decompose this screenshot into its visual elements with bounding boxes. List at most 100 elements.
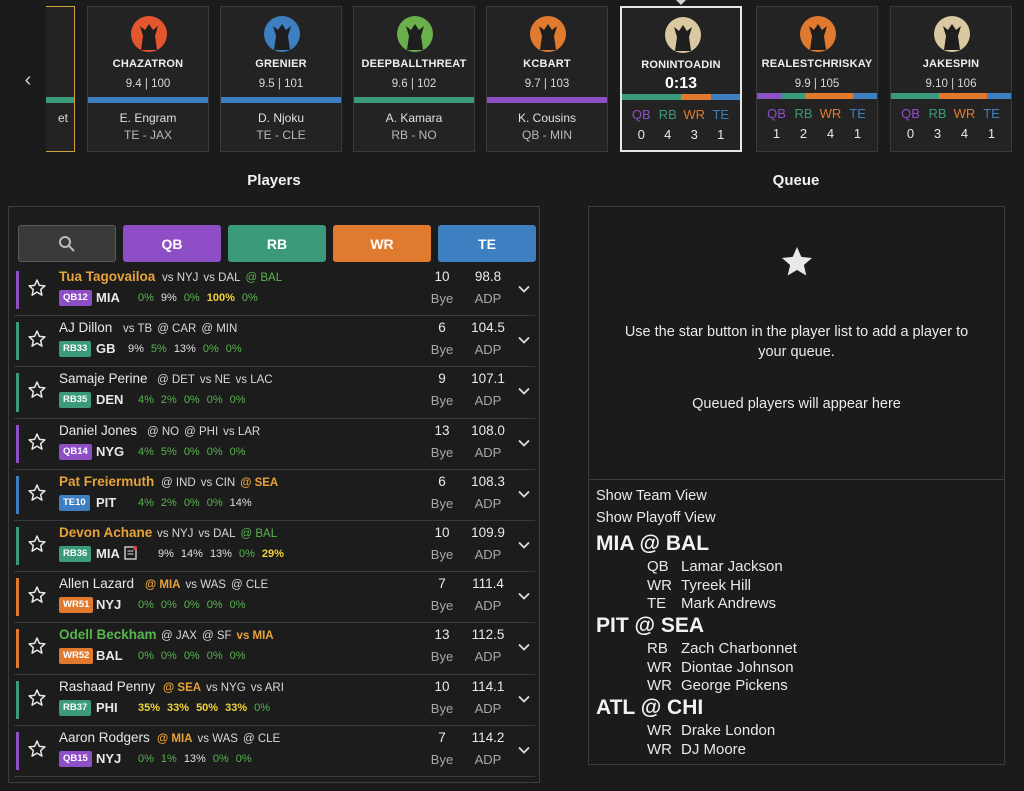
star-icon[interactable] (27, 739, 47, 759)
search-button[interactable] (18, 225, 116, 262)
player-name[interactable]: Pat Freiermuth (59, 473, 155, 489)
matchup: vs WAS (185, 579, 226, 592)
chevron-down-icon[interactable] (517, 640, 531, 654)
percentage: 0% (206, 445, 223, 458)
note-icon[interactable] (124, 545, 137, 560)
stack-position: WR (647, 658, 672, 676)
percentage: 0% (160, 650, 177, 663)
chevron-down-icon[interactable] (517, 384, 531, 398)
show-playoff-view-link[interactable]: Show Playoff View (596, 510, 716, 526)
matchup: @ NO (147, 425, 180, 438)
players-panel: QB RB WR TE Tua Tagovailoa vs NYJ vs DAL @ … (8, 206, 540, 783)
stack-player-row: WR Diontae Johnson (647, 659, 794, 676)
percentage: 13% (183, 752, 206, 765)
percentage: 0% (206, 394, 223, 407)
stack-position: TE (647, 595, 667, 612)
draft-card-partial[interactable]: et (46, 6, 75, 152)
position-rank-badge: WR52 (59, 648, 94, 665)
draft-card-upcoming[interactable]: REALESTCHRISKAY 9.9 | 105 QB 1 RB 2 WR 4 TE 1 (756, 6, 878, 152)
matchup: vs NYG (206, 681, 246, 694)
star-icon[interactable] (27, 534, 47, 554)
player-name[interactable]: Tua Tagovailoa (59, 269, 156, 284)
percentage: 0% (160, 599, 177, 612)
position-label: RB (794, 106, 813, 121)
filter-rb-button[interactable]: RB (228, 225, 326, 262)
player-name[interactable]: Rashaad Penny (59, 678, 156, 694)
chevron-down-icon[interactable] (517, 589, 531, 603)
filter-te-button[interactable]: TE (438, 225, 536, 262)
prev-arrow-icon[interactable]: ‹ (24, 69, 32, 91)
filter-qb-button[interactable]: QB (123, 225, 221, 262)
players-title: Players (247, 172, 301, 189)
chevron-down-icon[interactable] (517, 692, 531, 706)
adp-label: ADP (474, 393, 502, 409)
adp-label: ADP (474, 342, 502, 358)
avatar (934, 16, 970, 52)
bye-week: 10 (434, 269, 450, 284)
position-count: 4 (960, 126, 969, 141)
percentage: 13% (173, 343, 196, 356)
draft-card[interactable]: DEEPBALLTHREAT 9.6 | 102 A. Kamara RB - NO (353, 6, 475, 152)
position-accent (16, 680, 19, 719)
star-icon[interactable] (27, 636, 47, 656)
matchup: @ BAL (245, 272, 283, 284)
chevron-down-icon[interactable] (517, 538, 531, 552)
matchup: @ CAR (157, 323, 197, 336)
star-icon[interactable] (27, 483, 47, 503)
chevron-down-icon[interactable] (517, 487, 531, 501)
position-label: RB (928, 106, 947, 121)
draft-card-on-clock[interactable]: RONINTOADIN 0:13 QB 0 RB 4 WR 3 TE 1 (620, 6, 742, 152)
bye-week: 7 (438, 576, 446, 592)
chevron-down-icon[interactable] (517, 333, 531, 347)
draft-card[interactable]: GRENIER 9.5 | 101 D. Njoku TE - CLE (220, 6, 342, 152)
star-icon[interactable] (27, 688, 47, 708)
chevron-down-icon[interactable] (517, 743, 531, 757)
percentage: 0% (212, 752, 229, 765)
percentage: 4% (138, 496, 154, 509)
position-count-qb: QB 1 (764, 106, 790, 141)
star-icon[interactable] (27, 585, 47, 605)
star-icon[interactable] (27, 380, 47, 400)
player-name[interactable]: Devon Achane (59, 524, 153, 540)
show-team-view-link[interactable]: Show Team View (596, 488, 707, 504)
percentage: 0% (254, 701, 271, 714)
star-icon[interactable] (27, 278, 47, 298)
percentage: 4% (138, 394, 154, 407)
bye-week: 10 (434, 678, 450, 694)
draft-card[interactable]: CHAZATRON 9.4 | 100 E. Engram TE - JAX (87, 6, 209, 152)
roster-tally-bar (757, 93, 877, 99)
draft-card[interactable]: KCBART 9.7 | 103 K. Cousins QB - MIN (486, 6, 608, 152)
player-name[interactable]: Daniel Jones (59, 422, 138, 438)
team-abbr: NYJ (96, 750, 122, 766)
stack-player-row: WR DJ Moore (647, 741, 746, 758)
stack-percentages: 35% 33% 50% 33% 0% (138, 702, 277, 714)
player-name[interactable]: AJ Dillon (59, 320, 113, 336)
pick-position: QB - MIN (522, 128, 572, 142)
bye-week: 6 (438, 320, 446, 336)
matchup: @ MIN (201, 323, 238, 336)
pick-name: et (57, 111, 68, 125)
stack-position: WR (647, 740, 672, 758)
player-name[interactable]: Allen Lazard (59, 576, 135, 592)
player-row: Odell Beckham @ JAX @ SF vs MIA WR52 BAL 0% 0% 0… (14, 623, 535, 675)
queue-empty-sub: Queued players will appear here (692, 396, 901, 412)
schedule: @ MIA vs WAS @ CLE (157, 733, 285, 745)
drafter-name: KCBART (523, 58, 571, 70)
player-name[interactable]: Aaron Rodgers (59, 729, 150, 745)
adp-label: ADP (474, 751, 502, 767)
player-name[interactable]: Samaje Perine (59, 371, 148, 387)
position-bar (487, 97, 607, 103)
draft-card-upcoming[interactable]: JAKESPIN 9.10 | 106 QB 0 RB 3 WR 4 TE 1 (890, 6, 1012, 152)
star-icon[interactable] (27, 432, 47, 452)
percentage: 0% (183, 496, 200, 509)
adp-value: 109.9 (471, 524, 505, 540)
chevron-down-icon[interactable] (517, 436, 531, 450)
player-name[interactable]: Odell Beckham (59, 627, 157, 643)
filter-wr-button[interactable]: WR (333, 225, 431, 262)
percentage: 29% (261, 547, 284, 560)
schedule: @ IND vs CIN @ SEA (161, 477, 283, 489)
position-label: RB (658, 107, 677, 122)
star-icon[interactable] (27, 329, 47, 349)
chevron-down-icon[interactable] (517, 282, 531, 296)
matchup: vs NYJ (157, 527, 194, 540)
